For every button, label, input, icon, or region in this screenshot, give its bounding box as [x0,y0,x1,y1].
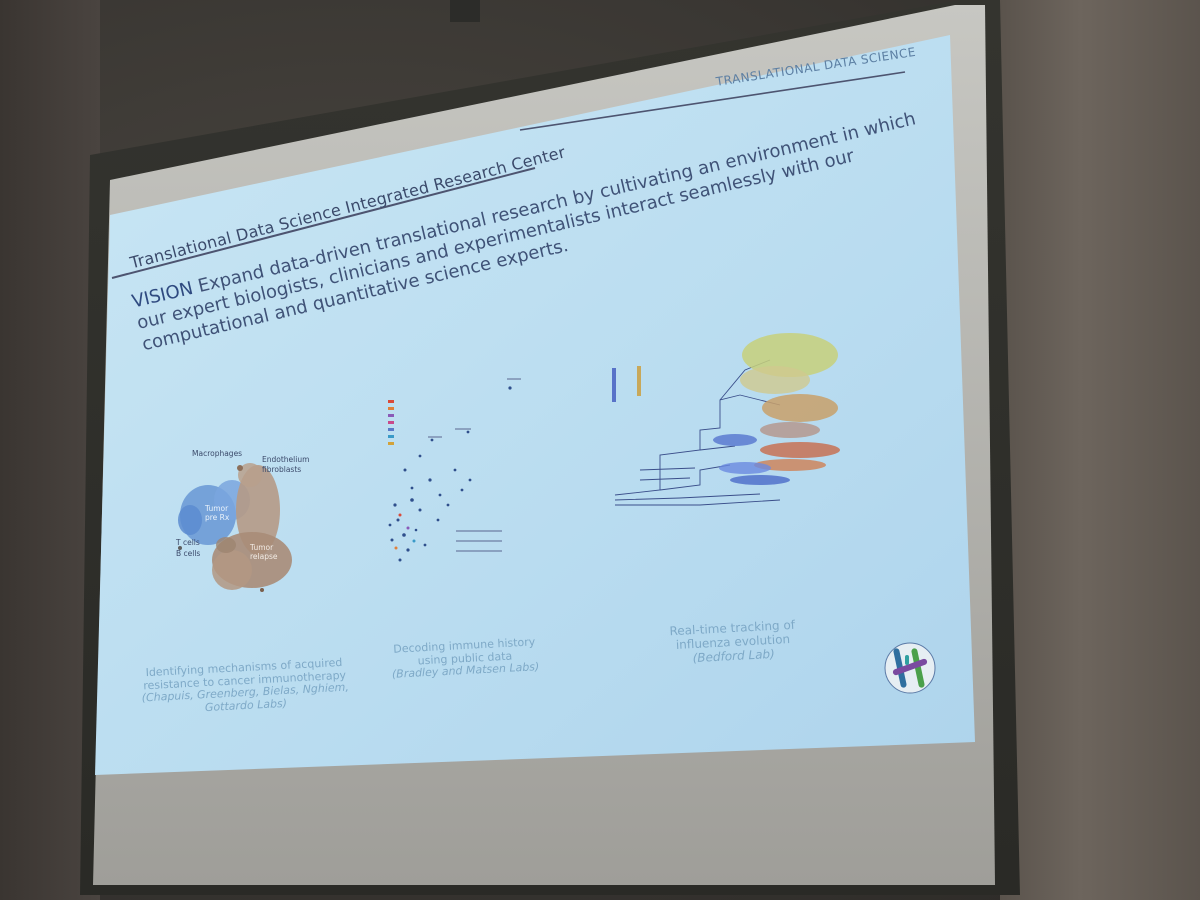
tsne-label-pre: pre Rx [205,513,230,522]
tsne-label-macrophages: Macrophages [192,449,242,458]
tsne-label-fibroblasts: fibroblasts [262,465,301,474]
screen-bracket [450,0,480,22]
tsne-label-tumor: Tumor [204,504,229,513]
tsne-plot [178,463,292,592]
scatter-plot [388,378,521,562]
phylogenetic-tree [612,333,840,506]
title-rule [111,167,536,279]
tsne-label-endothelium: Endothelium [262,455,309,464]
slide [95,35,975,775]
tsne-label-relapse: relapse [250,552,278,561]
hutch-logo-icon [884,642,936,694]
tsne-label-b-cells: B cells [176,549,200,558]
header-rule [519,71,906,131]
tsne-label-t-cells: T cells [175,538,200,547]
right-wall [1000,0,1200,900]
tsne-label-tumor-relapse: Tumor [249,543,274,552]
